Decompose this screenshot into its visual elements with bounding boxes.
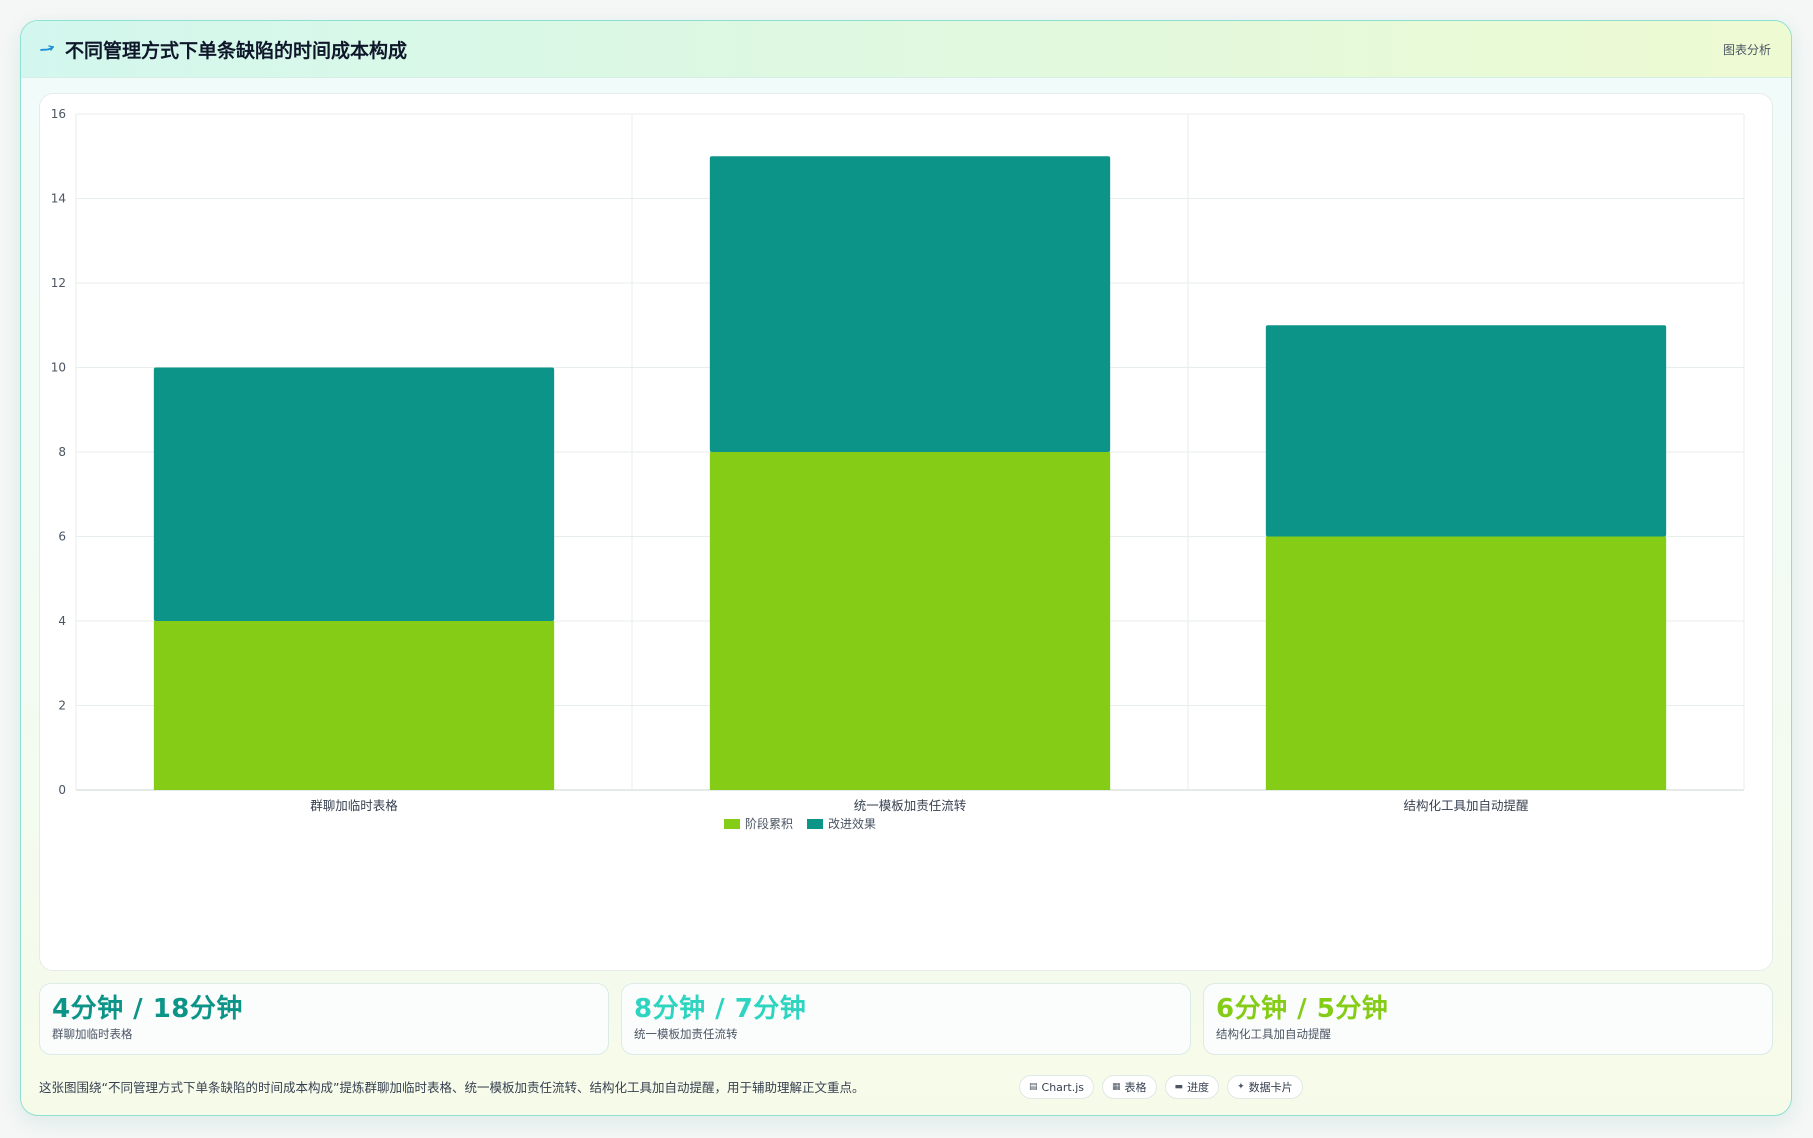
sparkle-icon	[40, 45, 55, 51]
bar-segment	[153, 621, 555, 790]
stat-label: 群聊加临时表格	[52, 1027, 133, 1041]
y-tick-label: 14	[51, 192, 66, 206]
stat-value: 8分钟 / 7分钟	[634, 994, 807, 1024]
chip-data-card[interactable]: ✦ 数据卡片	[1227, 1075, 1303, 1099]
y-tick-label: 16	[51, 107, 66, 121]
legend-swatch	[807, 819, 823, 829]
chip-chartjs[interactable]: ▤ Chart.js	[1019, 1075, 1095, 1099]
stat-card: 4分钟 / 18分钟 群聊加临时表格	[39, 983, 609, 1055]
y-tick-label: 2	[58, 699, 66, 713]
stat-card: 6分钟 / 5分钟 结构化工具加自动提醒	[1203, 983, 1773, 1055]
page-title: 不同管理方式下单条缺陷的时间成本构成	[65, 39, 408, 62]
tag-chips: ▤ Chart.js ▦ 表格 ▬ 进度 ✦ 数据卡片	[1019, 1075, 1303, 1099]
card-footer: 这张图围绕“不同管理方式下单条缺陷的时间成本构成”提炼群聊加临时表格、统一模板加…	[39, 1075, 1773, 1105]
bar-segment	[709, 156, 1111, 452]
chip-label: 数据卡片	[1248, 1081, 1293, 1094]
chip-label: 进度	[1187, 1081, 1210, 1094]
stat-label: 统一模板加责任流转	[634, 1027, 738, 1041]
title-wrap: 不同管理方式下单条缺陷的时间成本构成	[39, 36, 407, 63]
card-icon: ✦	[1237, 1082, 1245, 1092]
x-tick-label: 统一模板加责任流转	[854, 798, 967, 813]
legend-swatch	[724, 819, 740, 829]
progress-icon: ▬	[1174, 1082, 1184, 1092]
bar-segment	[153, 367, 555, 621]
y-tick-label: 10	[51, 361, 66, 375]
chip-progress[interactable]: ▬ 进度	[1164, 1075, 1220, 1099]
x-tick-label: 结构化工具加自动提醒	[1403, 798, 1529, 813]
chip-table[interactable]: ▦ 表格	[1102, 1075, 1157, 1099]
stacked-bar-chart: 0 2 4 6 8 10 12 14 16 群聊加临时表格 统一模板加责任流转 结构化工具加自动提醒阶…	[51, 107, 1745, 831]
stats-row: 4分钟 / 18分钟 群聊加临时表格 8分钟 / 7分钟 统一模板加责任流转 6…	[39, 983, 1773, 1057]
y-tick-label: 8	[58, 445, 66, 459]
stat-label: 结构化工具加自动提醒	[1216, 1027, 1331, 1041]
stat-value: 4分钟 / 18分钟	[52, 994, 243, 1024]
table-icon: ▦	[1112, 1082, 1121, 1092]
chart-card: 不同管理方式下单条缺陷的时间成本构成 图表分析 0 2 4 6 8 10 12 14 16 群聊加…	[20, 20, 1792, 1116]
plot-panel: 0 2 4 6 8 10 12 14 16 群聊加临时表格 统一模板加责任流转 结构化工具加自动提醒阶…	[39, 93, 1773, 971]
chip-label: 表格	[1124, 1081, 1147, 1094]
y-tick-label: 0	[58, 783, 66, 797]
y-tick-label: 12	[51, 276, 66, 290]
legend-label: 改进效果	[828, 816, 876, 831]
y-tick-label: 6	[58, 530, 66, 544]
chart-icon: ▤	[1029, 1082, 1038, 1092]
card-header: 不同管理方式下单条缺陷的时间成本构成 图表分析	[21, 21, 1791, 78]
chart-analysis-label[interactable]: 图表分析	[1722, 42, 1771, 57]
stat-card: 8分钟 / 7分钟 统一模板加责任流转	[621, 983, 1191, 1055]
bar-segment	[1265, 536, 1667, 790]
bar-segment	[1265, 325, 1667, 537]
chip-label: Chart.js	[1041, 1080, 1085, 1094]
legend-label: 阶段累积	[745, 816, 793, 831]
bar-segment	[709, 452, 1111, 790]
x-tick-label: 群聊加临时表格	[310, 798, 398, 813]
stat-value: 6分钟 / 5分钟	[1216, 994, 1389, 1024]
y-tick-label: 4	[58, 614, 66, 628]
chart-description: 这张图围绕“不同管理方式下单条缺陷的时间成本构成”提炼群聊加临时表格、统一模板加…	[39, 1080, 865, 1095]
